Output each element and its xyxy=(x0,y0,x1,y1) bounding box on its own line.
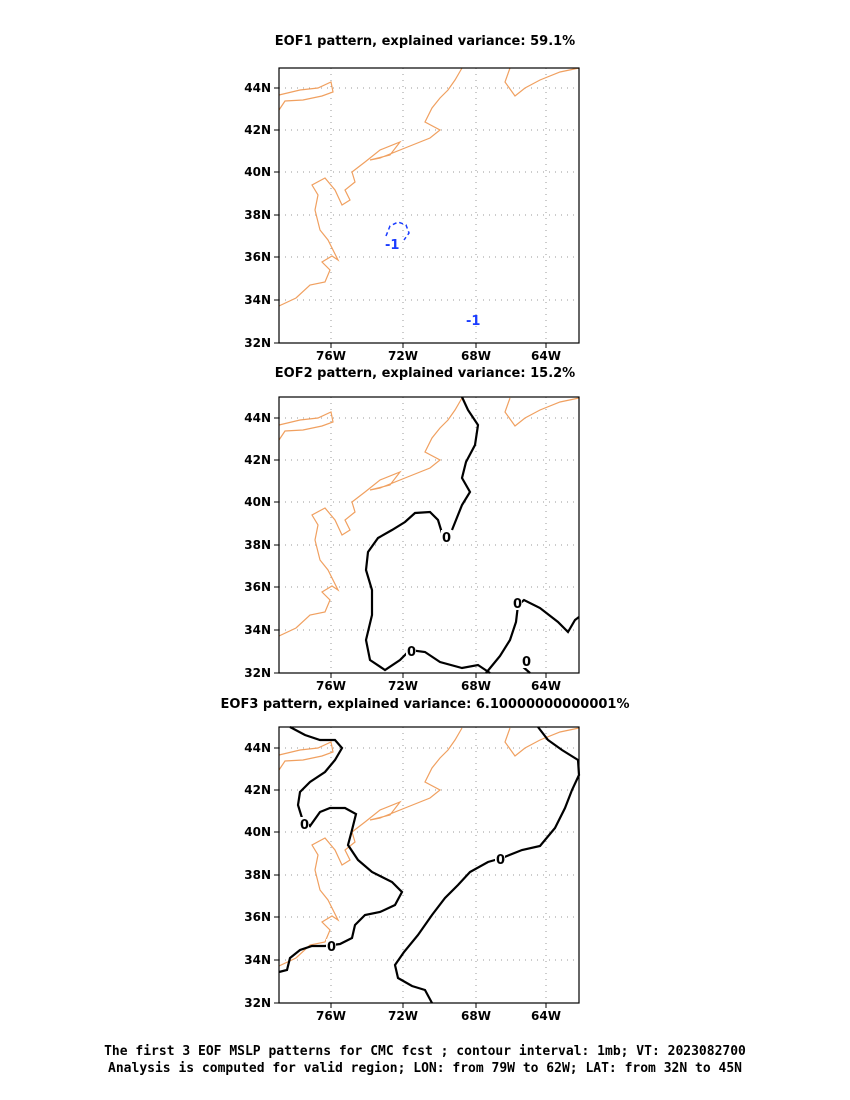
eof3-frame xyxy=(278,726,580,1004)
lat-tick-label: 42N xyxy=(244,783,271,797)
eof1-contour-label: -1 xyxy=(385,238,399,253)
eof2-contour-label: 0 xyxy=(513,597,522,612)
eof1-title: EOF1 pattern, explained variance: 59.1% xyxy=(274,34,576,49)
eof3-contour-labels xyxy=(299,817,505,953)
lon-tick-label: 68W xyxy=(461,1009,491,1023)
eof1-contour-label: -1 xyxy=(466,314,480,329)
lat-tick-label: 32N xyxy=(244,996,271,1010)
eof2-contour-labels xyxy=(406,530,531,668)
lat-tick-label: 38N xyxy=(244,208,271,222)
lon-tick-label: 68W xyxy=(461,679,491,693)
lat-tick-label: 40N xyxy=(244,495,271,509)
eof3-coastline xyxy=(278,727,580,967)
lat-tick-label: 34N xyxy=(244,623,271,637)
eof2-zero-contours xyxy=(364,396,580,674)
lat-tick-label: 32N xyxy=(244,666,271,680)
eof1-coastline xyxy=(278,67,580,307)
lat-tick-label: 42N xyxy=(244,453,271,467)
lat-tick-label: 36N xyxy=(244,910,271,924)
eof3-tick-marks xyxy=(274,747,547,1008)
lat-tick-label: 44N xyxy=(244,81,271,95)
lon-tick-label: 68W xyxy=(461,349,491,363)
eof3-contour-label: 0 xyxy=(327,940,336,955)
eof2-gridlines xyxy=(279,397,579,673)
lon-tick-label: 64W xyxy=(531,1009,561,1023)
lat-tick-label: 34N xyxy=(244,953,271,967)
lon-tick-label: 72W xyxy=(388,349,418,363)
eof3-zero-contours xyxy=(278,726,581,1004)
eof2-map: 0 0 0 0 44N 42N 40N 38N 36N 34N 32N 76W … xyxy=(244,396,580,693)
eof2-frame xyxy=(278,396,580,674)
lon-tick-label: 76W xyxy=(316,349,346,363)
lat-tick-label: 40N xyxy=(244,165,271,179)
eof1-negative-contours xyxy=(385,221,410,241)
eof3-gridlines xyxy=(279,727,579,1003)
lon-tick-label: 64W xyxy=(531,679,561,693)
lon-tick-label: 72W xyxy=(388,1009,418,1023)
eof3-contour-label: 0 xyxy=(496,853,505,868)
eof1-tick-marks xyxy=(274,87,547,348)
eof2-tick-marks xyxy=(274,417,547,678)
eof1-gridlines xyxy=(279,68,579,343)
lat-tick-label: 44N xyxy=(244,411,271,425)
eof3-map: 0 0 0 44N 42N 40N 38N 36N 34N 32N 76W 72… xyxy=(244,726,581,1023)
lat-tick-label: 38N xyxy=(244,868,271,882)
eof2-contour-label: 0 xyxy=(407,645,416,660)
lon-tick-label: 72W xyxy=(388,679,418,693)
eof3-contour-label: 0 xyxy=(300,818,309,833)
eof2-contour-label: 0 xyxy=(442,531,451,546)
eof2-contour-label: 0 xyxy=(522,655,531,670)
eof2-coastline xyxy=(278,397,580,637)
eof1-frame xyxy=(278,67,580,344)
lat-tick-label: 36N xyxy=(244,250,271,264)
eof1-map: -1 -1 44N 42N 40N 38N 36N 34N 32N 76W 72… xyxy=(244,67,580,363)
figure-caption: The first 3 EOF MSLP patterns for CMC fc… xyxy=(0,1043,850,1077)
lat-tick-label: 38N xyxy=(244,538,271,552)
lat-tick-label: 34N xyxy=(244,293,271,307)
lat-tick-label: 32N xyxy=(244,336,271,350)
lat-tick-label: 40N xyxy=(244,825,271,839)
lat-tick-label: 36N xyxy=(244,580,271,594)
lon-tick-label: 64W xyxy=(531,349,561,363)
lon-tick-label: 76W xyxy=(316,679,346,693)
caption-line-2: Analysis is computed for valid region; L… xyxy=(108,1061,742,1076)
lat-tick-label: 44N xyxy=(244,741,271,755)
eof2-title: EOF2 pattern, explained variance: 15.2% xyxy=(274,366,576,381)
lat-tick-label: 42N xyxy=(244,123,271,137)
caption-line-1: The first 3 EOF MSLP patterns for CMC fc… xyxy=(104,1044,746,1059)
lon-tick-label: 76W xyxy=(316,1009,346,1023)
eof3-title: EOF3 pattern, explained variance: 6.1000… xyxy=(220,697,630,712)
